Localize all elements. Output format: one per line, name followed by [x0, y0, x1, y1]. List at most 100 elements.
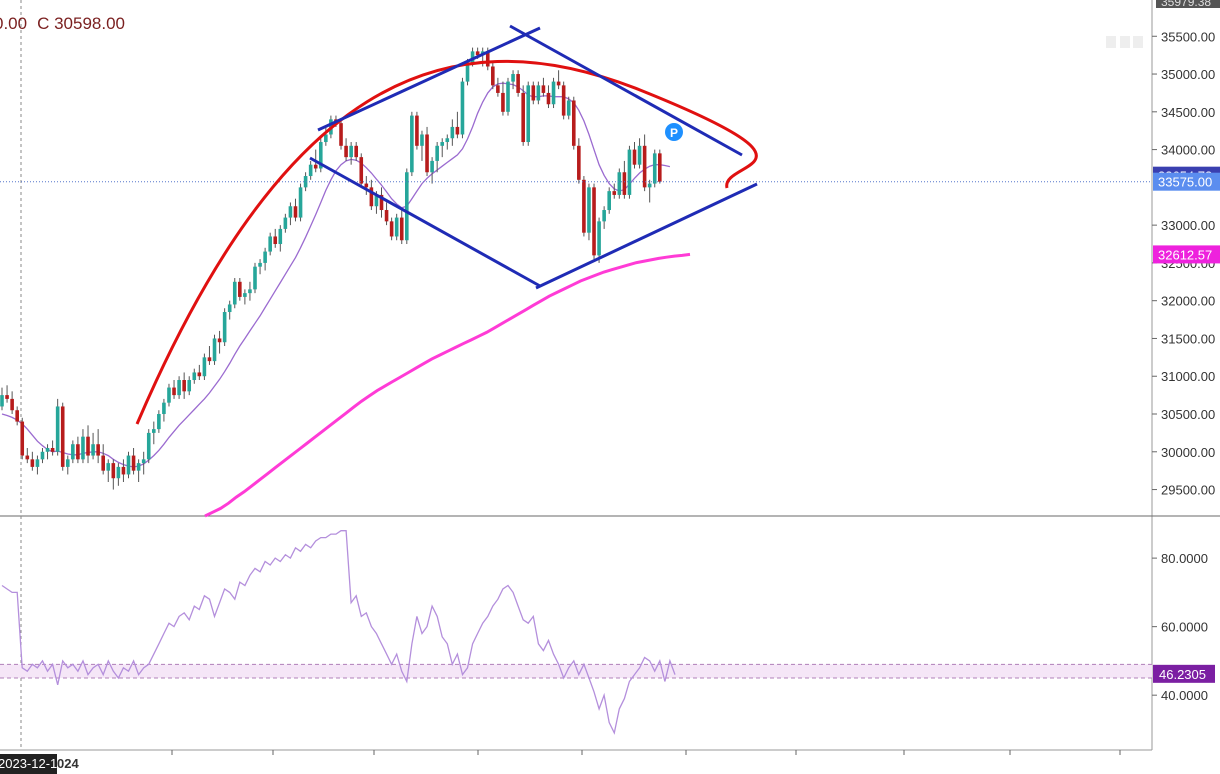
- trendline-lower-right[interactable]: [535, 182, 758, 290]
- candle: [587, 183, 591, 241]
- candle-body: [207, 357, 212, 362]
- candle: [71, 440, 75, 464]
- price-tick-label: 35000.00: [1161, 67, 1215, 82]
- candle-body: [227, 304, 232, 313]
- candle-body: [232, 281, 237, 305]
- candle-body: [501, 92, 505, 112]
- candle-body: [475, 51, 480, 56]
- candle-body: [506, 81, 510, 112]
- candle-body: [374, 194, 379, 207]
- price-tick-label: 29500.00: [1161, 483, 1215, 498]
- ohlc-open: 0.00: [0, 14, 28, 33]
- candle-body: [318, 142, 323, 169]
- candle-body: [571, 100, 576, 146]
- candle-body: [526, 85, 531, 143]
- sma-fast-path: [1, 82, 671, 468]
- candle: [25, 448, 30, 464]
- price-tag-bg: [1153, 245, 1220, 264]
- candle-body: [546, 92, 551, 105]
- candle-body: [146, 432, 151, 460]
- candle-body: [622, 172, 627, 195]
- pattern-marker[interactable]: P: [665, 123, 683, 141]
- candle: [248, 281, 252, 301]
- candle: [172, 380, 176, 399]
- candle: [278, 225, 283, 252]
- candle: [212, 334, 217, 365]
- candle-body: [364, 183, 369, 188]
- candle: [460, 77, 465, 139]
- candle-body: [415, 115, 419, 146]
- candle-body: [96, 444, 100, 456]
- candle-body: [339, 123, 343, 146]
- menu-icon[interactable]: [1120, 36, 1130, 48]
- trendline-upper-right[interactable]: [509, 24, 743, 157]
- candle: [20, 417, 25, 460]
- candle: [627, 145, 632, 199]
- candle-body: [121, 466, 126, 475]
- rsi-tag-label: 46.2305: [1159, 667, 1206, 682]
- time-axis[interactable]: 2023-12-15 024: [0, 750, 1121, 774]
- candle-body: [445, 138, 450, 143]
- candle: [298, 183, 303, 222]
- candle: [359, 153, 364, 188]
- candle-body: [141, 459, 146, 464]
- candle: [551, 77, 556, 109]
- trendline-upper-left[interactable]: [317, 26, 541, 132]
- rsi-value-tag: 46.2305: [1153, 664, 1215, 683]
- candle-body: [405, 172, 409, 241]
- candle: [121, 459, 126, 483]
- candle-body: [86, 436, 90, 456]
- top-tick-label: 35979.38: [1161, 0, 1211, 9]
- candle: [455, 111, 460, 139]
- candle: [491, 62, 495, 90]
- candle-body: [536, 85, 541, 101]
- candle: [556, 70, 561, 90]
- candle: [642, 134, 647, 192]
- crosshair-date-tag: 2023-12-15: [0, 754, 65, 774]
- settings-icon[interactable]: [1133, 36, 1143, 48]
- candle: [10, 391, 14, 415]
- candle-body: [298, 187, 303, 218]
- price-tag-bg: [1153, 172, 1220, 191]
- candle-body: [389, 221, 394, 237]
- candle-body: [561, 85, 566, 116]
- trendline-lower-left[interactable]: [309, 156, 541, 288]
- candle: [293, 198, 298, 222]
- candle: [582, 176, 586, 237]
- candle: [637, 138, 642, 169]
- candle-body: [45, 448, 50, 452]
- candle: [607, 187, 611, 214]
- candle-body: [303, 176, 308, 188]
- candle: [420, 130, 424, 161]
- candle-body: [157, 414, 161, 430]
- price-axis[interactable]: 35500.00 35000.00 34500.00 34000.00 33000.00…: [1152, 29, 1215, 703]
- candle: [35, 455, 40, 475]
- rsi-line: [1, 530, 676, 735]
- candle: [106, 459, 111, 483]
- candle-body: [521, 92, 525, 143]
- candle: [303, 172, 308, 192]
- candle-body: [116, 466, 121, 479]
- candle-body: [0, 395, 4, 407]
- candle-body: [460, 81, 465, 135]
- candle-body: [101, 455, 105, 471]
- rounding-top-arc[interactable]: [135, 59, 758, 425]
- candle-body: [81, 436, 85, 460]
- candle: [592, 183, 596, 260]
- candle-body: [30, 459, 35, 467]
- candle-body: [637, 145, 642, 165]
- pause-icon[interactable]: [1106, 36, 1116, 48]
- rsi-tick-label: 80.0000: [1161, 551, 1208, 566]
- candle: [612, 183, 617, 199]
- candle-body: [612, 191, 617, 195]
- candle-body: [379, 194, 384, 211]
- candle: [389, 217, 394, 241]
- candle-body: [551, 81, 556, 105]
- candlestick-series[interactable]: [0, 47, 662, 490]
- candle-body: [258, 262, 262, 267]
- candle: [192, 368, 197, 384]
- candle-body: [602, 210, 606, 222]
- candle: [141, 451, 146, 475]
- candle: [258, 259, 262, 275]
